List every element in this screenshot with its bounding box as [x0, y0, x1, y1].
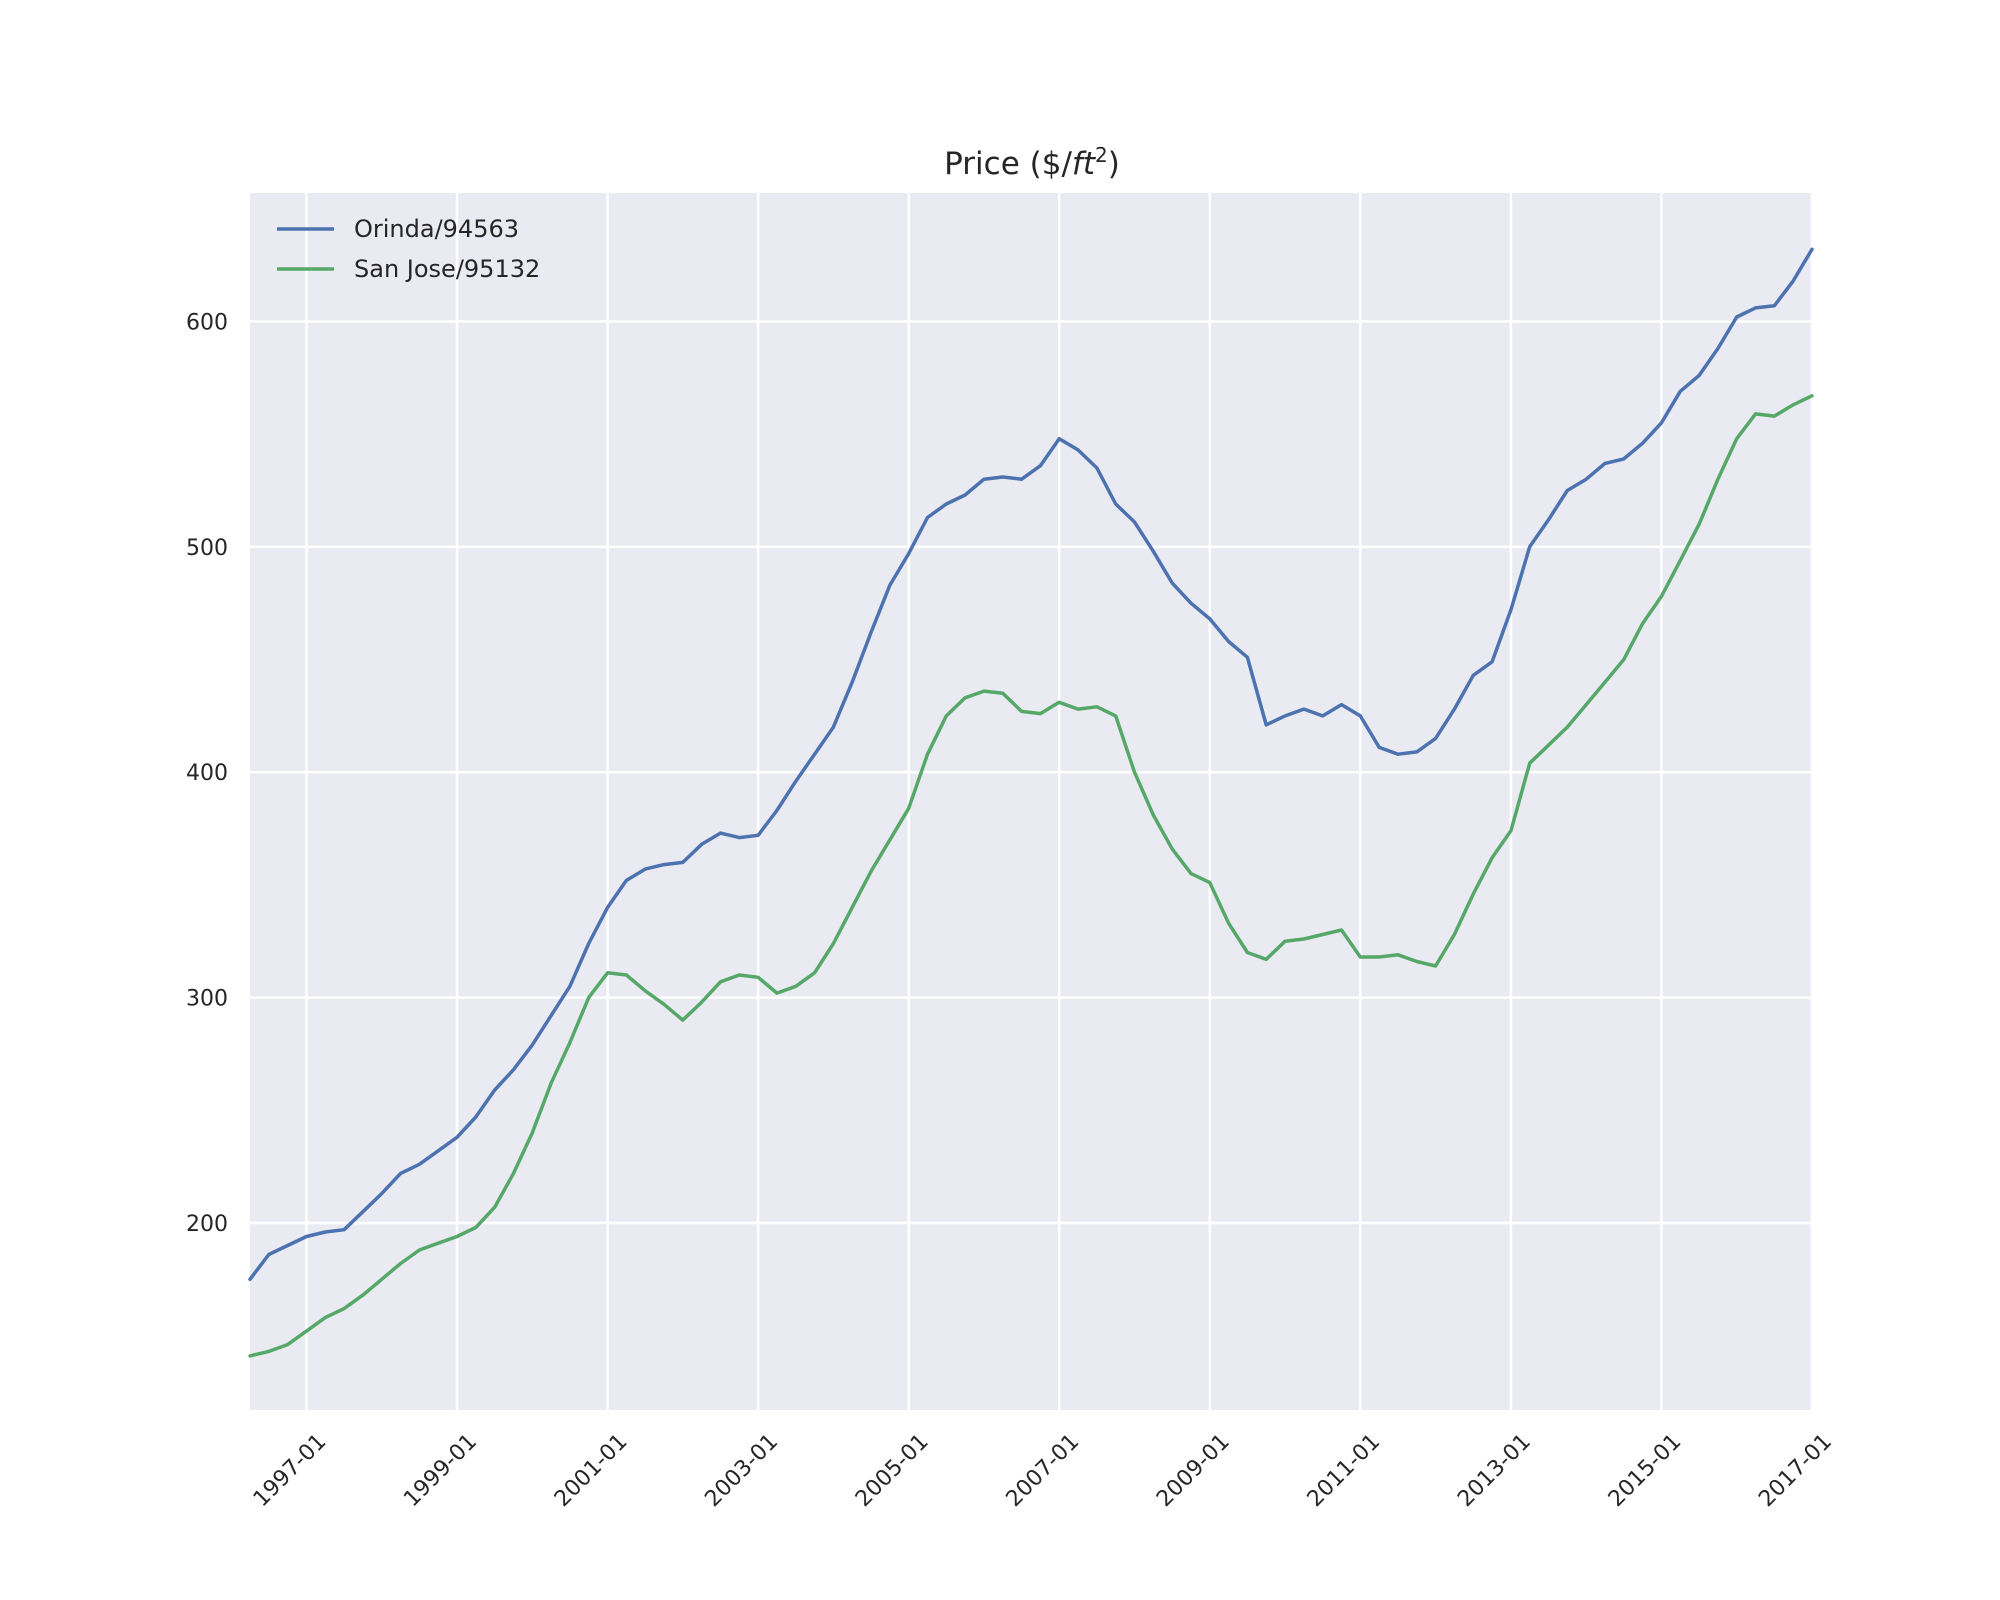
x-tick-label: 2015-01: [1604, 1429, 1687, 1512]
chart-title-unit: ft: [1072, 146, 1097, 182]
legend-label: Orinda/94563: [354, 215, 519, 243]
series-line-1: [248, 247, 1814, 1282]
y-axis: 200 300 400 500 600: [186, 310, 228, 1236]
x-tick-label: 2003-01: [700, 1429, 783, 1512]
chart-title-text: Price ($/: [944, 146, 1072, 182]
x-tick-label: 2017-01: [1754, 1429, 1837, 1512]
plot-area: [250, 193, 1812, 1410]
series-line-2: [248, 394, 1814, 1358]
x-tick-label: 2007-01: [1002, 1429, 1085, 1512]
series-layer: [248, 247, 1814, 1358]
y-tick-label: 200: [186, 1212, 228, 1237]
x-tick-label: 2011-01: [1303, 1429, 1386, 1512]
x-tick-label: 1997-01: [249, 1429, 332, 1512]
x-tick-label: 2009-01: [1152, 1429, 1235, 1512]
x-tick-label: 2005-01: [851, 1429, 934, 1512]
legend-label: San Jose/95132: [354, 255, 540, 283]
x-axis: 1997-01 1999-01 2001-01 2003-01 2005-01 2007-…: [249, 1429, 1837, 1512]
legend: Orinda/94563 San Jose/95132: [277, 215, 540, 283]
x-tick-label: 1999-01: [399, 1429, 482, 1512]
y-tick-label: 600: [186, 310, 228, 335]
y-tick-label: 500: [186, 536, 228, 561]
x-tick-label: 2001-01: [550, 1429, 633, 1512]
y-tick-label: 400: [186, 761, 228, 786]
x-tick-label: 2013-01: [1453, 1429, 1536, 1512]
grid: [250, 193, 1814, 1410]
y-tick-label: 300: [186, 987, 228, 1012]
chart-title-exponent: 2: [1095, 143, 1108, 167]
chart-title: Price ($/ft2): [944, 143, 1120, 182]
chart-title-close: ): [1108, 146, 1120, 182]
